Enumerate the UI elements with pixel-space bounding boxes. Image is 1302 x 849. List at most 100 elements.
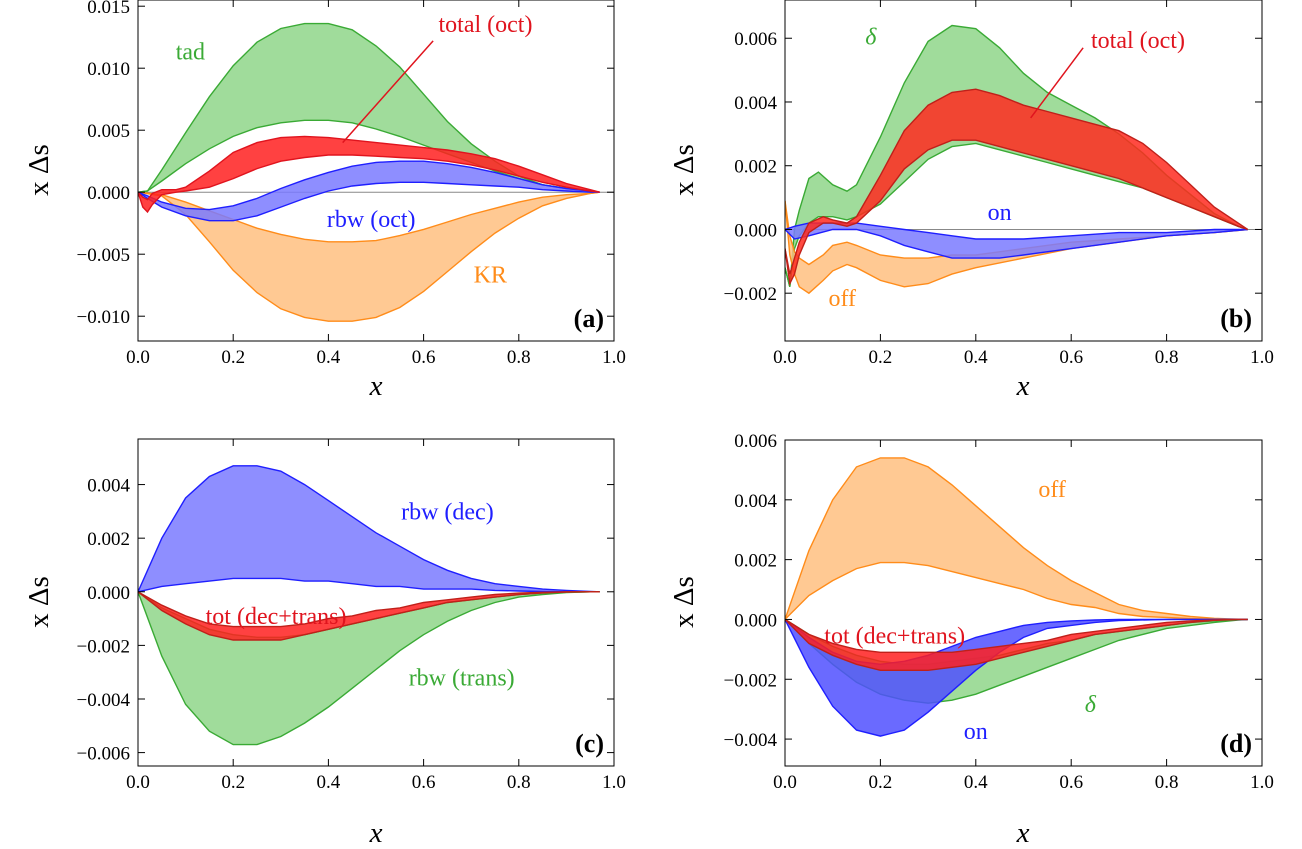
x-tick-label: 0.6 <box>412 772 436 793</box>
y-tick-label: 0.002 <box>734 551 777 572</box>
x-tick-label: 0.0 <box>126 772 150 793</box>
annotation-label: tot (dec+trans) <box>824 623 965 649</box>
x-axis-title: x <box>369 817 383 849</box>
y-tick-label: 0.002 <box>734 157 777 178</box>
band-upper-edge-total-oct <box>785 88 1249 275</box>
band-tot-dec-trans-c <box>138 591 600 640</box>
y-tick-label: 0.000 <box>734 220 777 241</box>
plot-frame <box>137 0 615 342</box>
annotation-label: tad <box>176 40 205 66</box>
band-off-b <box>785 200 1248 294</box>
y-tick-label: −0.004 <box>724 730 778 751</box>
y-tick-label: −0.002 <box>724 670 777 691</box>
band-on-b <box>785 223 1248 259</box>
annotation-label: rbw (trans) <box>409 666 515 692</box>
panel-label: (c) <box>575 729 604 758</box>
label-pointer-line <box>1030 47 1084 119</box>
x-tick-label: 1.0 <box>602 347 626 368</box>
x-tick-label: 0.8 <box>1155 772 1179 793</box>
x-tick-label: 0.4 <box>964 347 988 368</box>
x-tick-label: 0.2 <box>221 347 245 368</box>
x-tick-label: 1.0 <box>1250 772 1274 793</box>
annotation-label: rbw (oct) <box>327 207 416 233</box>
panel-label: (a) <box>574 304 604 333</box>
x-tick-label: 0.2 <box>869 772 893 793</box>
x-axis-title: x <box>369 370 383 402</box>
band-tad-a <box>138 23 600 193</box>
x-tick-label: 0.0 <box>773 772 797 793</box>
plot-area-a <box>138 22 614 322</box>
y-axis-title: x Δs <box>668 144 700 196</box>
annotation-label: on <box>964 719 988 745</box>
x-tick-label: 0.4 <box>964 772 988 793</box>
x-tick-label: 0.2 <box>221 772 245 793</box>
plot-frame <box>784 0 1263 342</box>
y-tick-label: 0.002 <box>87 529 130 550</box>
y-tick-label: 0.000 <box>734 610 777 631</box>
band-upper-edge-tot-dec-trans <box>785 618 1248 653</box>
x-tick-label: 0.8 <box>1155 347 1179 368</box>
y-axis-title: x Δs <box>23 576 55 628</box>
plot-frame <box>784 439 1263 767</box>
y-tick-label: 0.006 <box>734 431 777 452</box>
band-upper-edge-total-oct <box>138 135 600 201</box>
band-upper-edge-tad <box>138 22 600 193</box>
band-lower-edge-total-oct <box>138 154 600 214</box>
x-tick-label: 1.0 <box>602 772 626 793</box>
panel-d: 0.0 0.2 0.4 0.6 0.8 1.0 −0.004 −0.002 0.000 0.002… <box>668 431 1274 849</box>
band-rbw-oct-a <box>138 161 600 221</box>
panel-b: 0.0 0.2 0.4 0.6 0.8 1.0 −0.002 0.000 0.002 0.004 0… <box>668 0 1274 402</box>
label-pointer-line <box>342 40 434 144</box>
band-off-d <box>785 457 1248 620</box>
y-tick-label: 0.004 <box>734 491 777 512</box>
y-tick-label: 0.004 <box>734 93 777 114</box>
annotation-label: off <box>828 286 856 312</box>
x-tick-label: 0.4 <box>317 347 341 368</box>
plot-frame <box>137 438 615 767</box>
panel-label: (b) <box>1220 304 1252 333</box>
x-axis-title: x <box>1016 370 1030 402</box>
band-on-d <box>785 619 1248 737</box>
x-tick-label: 0.6 <box>412 347 436 368</box>
band-upper-edge-rbw-oct <box>138 160 600 211</box>
band-rbw-trans-c <box>138 591 600 745</box>
y-tick-label: −0.005 <box>77 245 130 266</box>
y-tick-label: −0.006 <box>77 744 130 765</box>
y-tick-label: −0.004 <box>77 690 131 711</box>
band-lower-edge-rbw-oct <box>138 181 600 222</box>
panel-c: 0.0 0.2 0.4 0.6 0.8 1.0 −0.006 −0.004 −0.002 0.00… <box>23 438 626 849</box>
annotation-label: on <box>988 200 1012 226</box>
annotation-label: off <box>1038 477 1066 503</box>
panel-a: 0.0 0.2 0.4 0.6 0.8 1.0 −0.010 −0.005 0.000 0.005… <box>23 0 626 402</box>
y-tick-label: 0.010 <box>87 59 130 80</box>
annotation-label: total (oct) <box>438 12 532 38</box>
plot-area-b <box>785 24 1262 295</box>
band-lower-edge-tot-dec-trans <box>138 591 600 641</box>
panel-label: (d) <box>1220 729 1252 758</box>
band-delta-b <box>785 25 1248 287</box>
x-tick-label: 0.6 <box>1059 772 1083 793</box>
band-lower-edge-KR <box>138 191 600 322</box>
band-total-oct-a <box>138 136 600 212</box>
band-lower-edge-tot-dec-trans <box>785 618 1248 671</box>
y-tick-label: −0.002 <box>77 636 130 657</box>
x-tick-label: 0.8 <box>507 347 531 368</box>
y-tick-label: 0.000 <box>87 583 130 604</box>
x-tick-label: 0.0 <box>773 347 797 368</box>
band-lower-edge-on <box>785 228 1248 259</box>
plot-area-d <box>785 457 1248 737</box>
y-tick-label: −0.010 <box>77 307 130 328</box>
x-tick-label: 0.4 <box>317 772 341 793</box>
band-lower-edge-total-oct <box>785 139 1248 286</box>
band-upper-edge-rbw-dec <box>138 465 600 593</box>
annotation-label: δ <box>1085 692 1097 718</box>
x-tick-label: 0.2 <box>869 347 893 368</box>
x-axis-title: x <box>1016 817 1030 849</box>
annotation-label: KR <box>474 263 507 289</box>
annotation-label: tot (dec+trans) <box>206 604 347 630</box>
y-tick-label: 0.000 <box>87 183 130 204</box>
band-lower-edge-off <box>785 561 1248 621</box>
y-tick-label: 0.004 <box>87 476 130 497</box>
annotation-label: rbw (dec) <box>401 499 494 525</box>
